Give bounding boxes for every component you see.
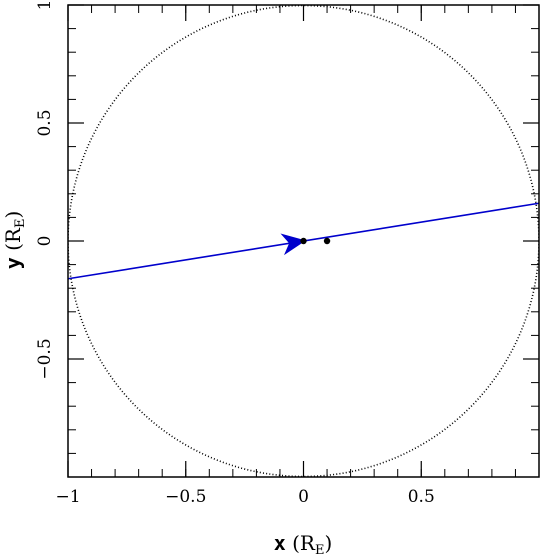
y-tick-label: 0.5 bbox=[35, 109, 55, 136]
y-tick-labels: 1 0.5 0 −0.5 bbox=[35, 0, 55, 380]
y-tick-label: 1 bbox=[35, 0, 55, 10]
y-axis-var: y bbox=[1, 257, 25, 269]
x-tick-label: −1 bbox=[55, 487, 80, 507]
x-tick-label: 0.5 bbox=[408, 487, 435, 507]
y-axis-unit: R bbox=[1, 227, 25, 243]
y-axis-unit-sub: E bbox=[13, 219, 28, 229]
y-tick-label: −0.5 bbox=[35, 338, 55, 379]
x-axis-label: x (RE) bbox=[274, 531, 333, 558]
y-tick-label: 0 bbox=[35, 236, 55, 247]
trajectory-arrow-icon bbox=[280, 233, 306, 256]
y-axis-label: y (RE) bbox=[1, 211, 28, 270]
data-points bbox=[300, 237, 331, 245]
plot-frame bbox=[67, 4, 540, 478]
x-axis-unit: R bbox=[300, 531, 316, 555]
x-tick-label: −0.5 bbox=[165, 487, 206, 507]
x-axis-unit-sub: E bbox=[315, 543, 325, 558]
x-tick-labels: −1 −0.5 0 0.5 bbox=[55, 487, 434, 507]
x-tick-label: 0 bbox=[298, 487, 309, 507]
data-point bbox=[300, 237, 307, 245]
data-point bbox=[323, 237, 331, 245]
x-axis-var: x bbox=[274, 531, 286, 555]
